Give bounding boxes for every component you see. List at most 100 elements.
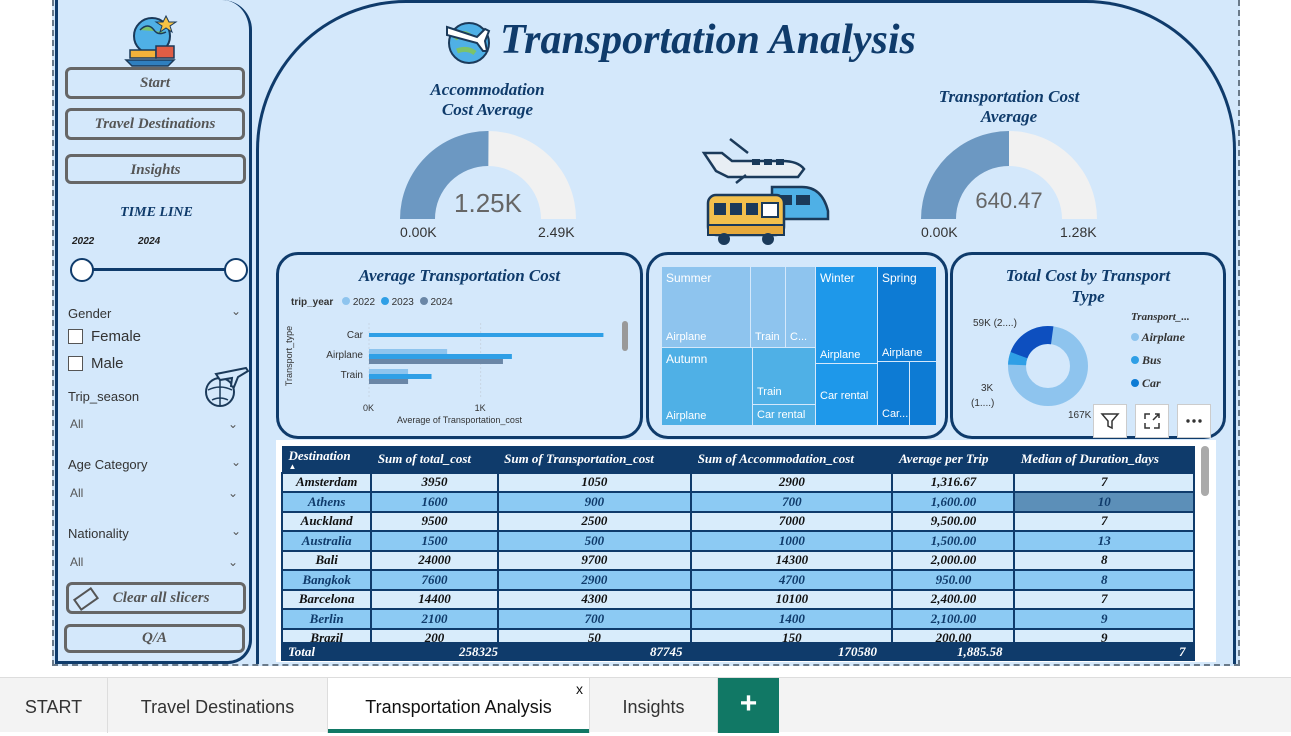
tab-close-icon[interactable]: x <box>576 681 583 697</box>
legend-title: trip_year <box>291 297 334 308</box>
focus-mode-icon[interactable] <box>1135 404 1169 438</box>
male-checkbox[interactable] <box>68 356 83 371</box>
bar-airplane-2023[interactable] <box>369 354 512 359</box>
transport-kpi-title: Transportation Cost Average <box>910 87 1108 127</box>
table-cell: 700 <box>496 608 693 630</box>
gender-option-female[interactable]: Female <box>68 328 141 345</box>
table-row[interactable]: Australia 1500 500 1000 1,500.00 13 <box>280 530 1195 552</box>
treemap-summer-car[interactable]: C... <box>786 267 815 347</box>
bar-train-2022[interactable] <box>369 369 409 374</box>
trip-season-chevron-icon[interactable]: ⌄ <box>227 417 238 431</box>
nationality-dropdown[interactable]: All ⌄ <box>66 551 246 573</box>
transport-kpi-title-line1: Transportation Cost <box>938 87 1080 106</box>
table-cell: 10100 <box>690 588 894 610</box>
bar-train-2024[interactable] <box>369 379 409 384</box>
category-label: Car <box>347 330 364 341</box>
age-category-label: Age Category <box>68 457 148 472</box>
treemap-spring-airplane[interactable]: Spring Airplane <box>878 267 936 361</box>
treemap-autumn-airplane[interactable]: Autumn Airplane <box>662 348 752 425</box>
column-header-transportation-cost[interactable]: Sum of Transportation_cost <box>497 446 692 473</box>
table-cell: Athens <box>280 491 373 513</box>
legend-2024: 2024 <box>430 297 453 308</box>
bar-car-2023[interactable] <box>369 333 604 337</box>
bar-airplane-2024[interactable] <box>369 359 503 364</box>
accommodation-gauge-min: 0.00K <box>400 224 437 240</box>
avg-chart-scrollbar[interactable] <box>622 321 628 351</box>
column-header-accommodation-cost[interactable]: Sum of Accommodation_cost <box>690 446 893 473</box>
age-category-chevron-icon[interactable]: ⌄ <box>227 486 238 500</box>
filter-icon[interactable] <box>1093 404 1127 438</box>
tab-transportation-analysis-label: Transportation Analysis <box>365 697 552 717</box>
table-row[interactable]: Bangkok 7600 2900 4700 950.00 8 <box>280 569 1195 591</box>
clear-all-slicers-label: Clear all slicers <box>112 590 210 606</box>
table-cell: 1000 <box>690 530 894 552</box>
table-row[interactable]: Bali 24000 9700 14300 2,000.00 8 <box>280 549 1195 571</box>
column-header-median-duration[interactable]: Median of Duration_days <box>1013 446 1195 473</box>
total-sum-total-cost: 258325 <box>459 644 498 659</box>
clear-all-slicers-button[interactable]: Clear all slicers <box>66 582 246 614</box>
table-row[interactable]: Athens 1600 900 700 1,600.00 10 <box>280 491 1195 513</box>
treemap-summer-airplane[interactable]: Summer Airplane <box>662 267 750 347</box>
nationality-collapse-icon[interactable]: ⌄ <box>230 524 241 538</box>
timeline-title: TIME LINE <box>120 205 193 220</box>
treemap-spring-car[interactable]: Car... <box>878 362 909 425</box>
female-checkbox[interactable] <box>68 329 83 344</box>
table-row[interactable]: Auckland 9500 2500 7000 9,500.00 7 <box>280 510 1195 532</box>
timeline-slider-track[interactable] <box>81 268 236 271</box>
table-cell: 2900 <box>690 471 894 493</box>
table-scrollbar[interactable] <box>1201 446 1209 496</box>
treemap-summer-train[interactable]: Train <box>751 267 785 347</box>
avg-chart-xlabel: Average of Transportation_cost <box>397 415 522 425</box>
bar-train-2023[interactable] <box>369 374 432 379</box>
total-label: Total <box>288 644 315 659</box>
travel-destinations-button[interactable]: Travel Destinations <box>65 108 245 140</box>
add-page-button[interactable]: + <box>718 678 779 733</box>
start-button[interactable]: Start <box>65 67 245 99</box>
nationality-chevron-icon[interactable]: ⌄ <box>227 555 238 569</box>
tab-start[interactable]: START <box>0 678 108 733</box>
treemap-spring-other[interactable] <box>910 362 936 425</box>
more-options-icon[interactable] <box>1177 404 1211 438</box>
column-header-destination[interactable]: Destination ▲ <box>281 446 372 473</box>
avg-chart-legend: trip_year 2022 2023 2024 <box>291 297 453 308</box>
treemap-label: Car rental <box>757 409 806 421</box>
column-header-total-cost[interactable]: Sum of total_cost <box>370 446 499 473</box>
timeline-slider-end-handle[interactable] <box>224 258 248 282</box>
avg-transport-cost-chart: 0K 1K Car Airplane Train <box>326 323 604 413</box>
table-cell: 24000 <box>370 549 499 571</box>
accommodation-kpi-title-line1: Accommodation <box>430 80 545 99</box>
car-legend-label: Car <box>1142 376 1161 390</box>
nationality-label: Nationality <box>68 526 129 541</box>
table-row[interactable]: Amsterdam 3950 1050 2900 1,316.67 7 <box>280 471 1195 493</box>
table-cell: 9,500.00 <box>891 510 1016 532</box>
total-median-duration: 7 <box>1179 644 1186 659</box>
qa-button[interactable]: Q/A <box>64 624 245 653</box>
trip-season-dropdown[interactable]: All ⌄ <box>66 413 246 435</box>
treemap-autumn-car-rental[interactable]: Car rental <box>753 405 815 425</box>
tab-transportation-analysis[interactable]: Transportation Analysis x <box>328 678 590 733</box>
gender-label: Gender <box>68 306 112 321</box>
gender-chevron-icon[interactable]: ⌄ <box>230 304 241 318</box>
table-cell: 13 <box>1013 530 1195 552</box>
age-category-dropdown[interactable]: All ⌄ <box>66 482 246 504</box>
donut-legend-title: Transport_... <box>1131 311 1190 323</box>
column-header-average-per-trip[interactable]: Average per Trip <box>891 446 1015 473</box>
treemap-winter-car-rental[interactable]: Car rental <box>816 364 877 425</box>
gender-option-male[interactable]: Male <box>68 355 124 372</box>
bar-airplane-2022[interactable] <box>369 349 448 354</box>
treemap-autumn-train[interactable]: Train <box>753 348 815 404</box>
table-cell: 1,500.00 <box>891 530 1016 552</box>
timeline-slider-start-handle[interactable] <box>70 258 94 282</box>
table-row[interactable]: Barcelona 14400 4300 10100 2,400.00 7 <box>280 588 1195 610</box>
tab-travel-destinations[interactable]: Travel Destinations <box>108 678 328 733</box>
insights-button[interactable]: Insights <box>65 154 246 184</box>
table-cell: 900 <box>496 491 693 513</box>
tab-insights[interactable]: Insights <box>590 678 718 733</box>
table-row[interactable]: Berlin 2100 700 1400 2,100.00 9 <box>280 608 1195 630</box>
transport-gauge-fill <box>921 131 1009 219</box>
table-cell: 2900 <box>496 569 693 591</box>
table-cell: Berlin <box>280 608 373 630</box>
treemap-winter-airplane[interactable]: Winter Airplane <box>816 267 877 363</box>
donut-label-3k: 3K <box>981 383 994 394</box>
age-category-collapse-icon[interactable]: ⌄ <box>230 455 241 469</box>
